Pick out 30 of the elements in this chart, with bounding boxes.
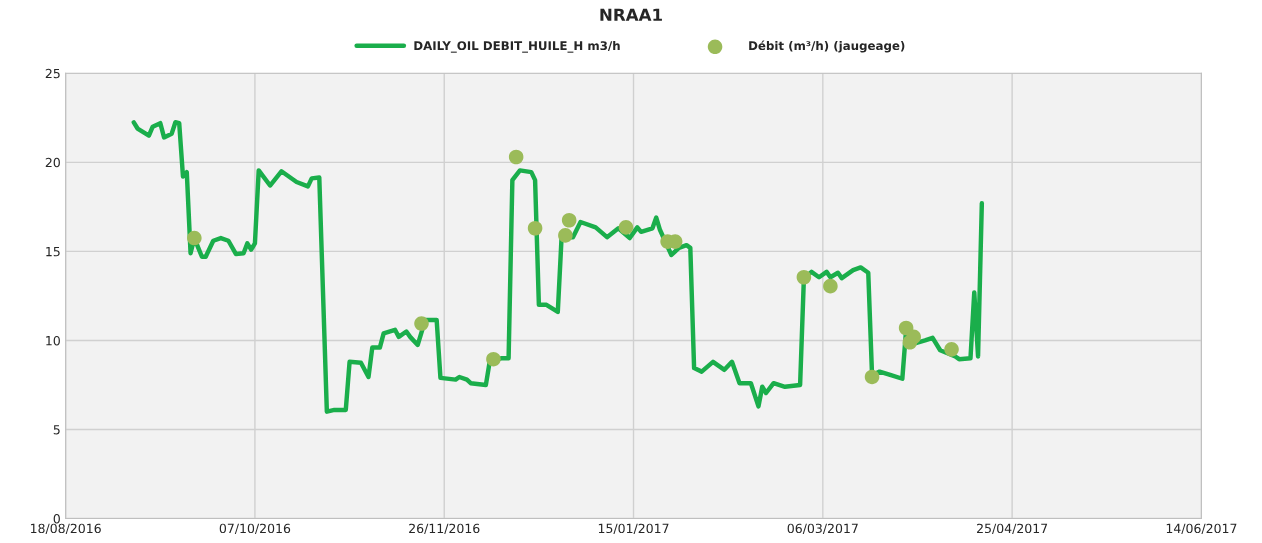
x-tick-label: 15/01/2017 [598, 523, 669, 535]
y-tick-label: 10 [46, 335, 60, 346]
point [561, 212, 577, 228]
x-tick-label: 07/10/2016 [219, 523, 291, 535]
y-tick-label: 20 [45, 157, 60, 168]
chart-title: NRAA1 [600, 8, 662, 21]
x-tick-label: 25/04/2017 [977, 523, 1048, 535]
y-tick-label: 5 [53, 425, 60, 435]
point [618, 220, 634, 235]
line-series [131, 120, 985, 414]
x-tick-label: 14/06/2017 [1166, 523, 1237, 535]
point [944, 342, 959, 357]
point [796, 269, 812, 285]
point [823, 278, 838, 294]
x-tick-label: 18/08/2016 [30, 523, 101, 535]
point [864, 369, 880, 385]
point [187, 230, 202, 246]
point [558, 228, 573, 243]
point [508, 149, 524, 165]
point [906, 329, 921, 345]
point [486, 351, 501, 367]
point [527, 220, 543, 236]
legend-label: DAILY_OIL DEBIT_HUILE_H m3/h [414, 40, 620, 53]
y-tick-label: 25 [45, 68, 60, 79]
point [414, 316, 429, 331]
x-tick-label: 06/03/2017 [787, 523, 858, 535]
y-tick-label: 15 [46, 247, 60, 257]
y-tick-label: 0 [53, 514, 60, 524]
legend-label: Débit (m³/h) (jaugeage) [749, 40, 905, 53]
x-tick-label: 26/11/2016 [409, 523, 480, 535]
